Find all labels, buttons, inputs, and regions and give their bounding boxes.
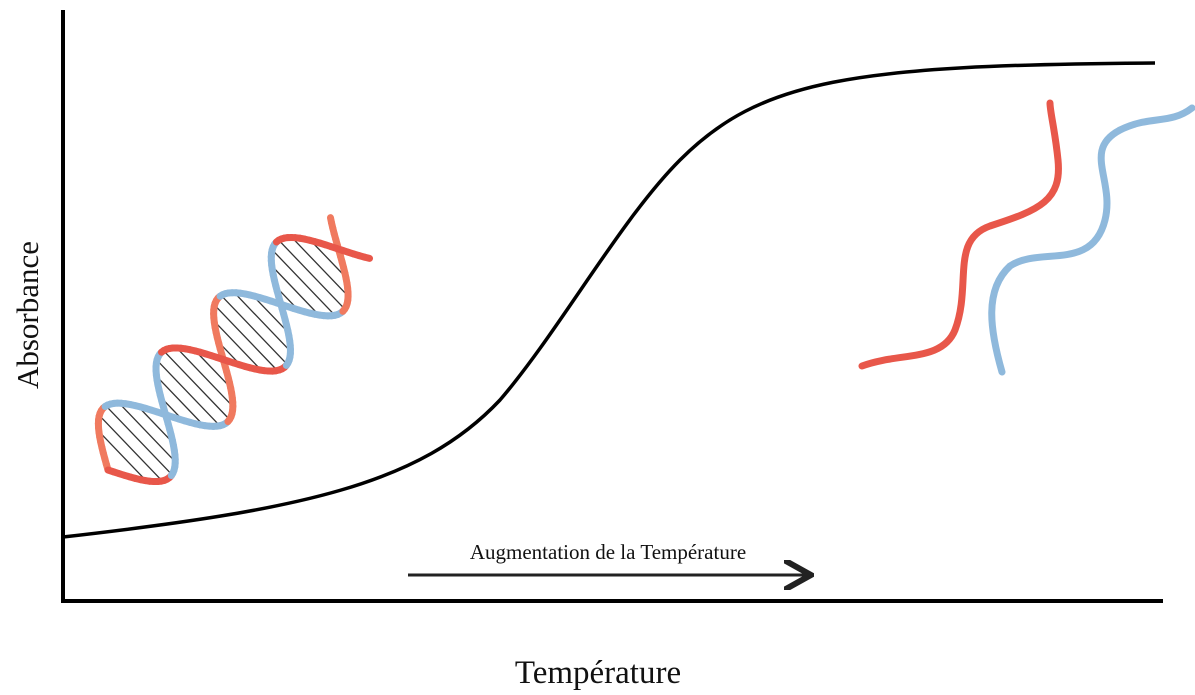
- strand-segment: [360, 253, 374, 262]
- single-strand-blue: [988, 104, 1195, 376]
- base-pair: [156, 359, 221, 427]
- base-pair: [156, 375, 205, 426]
- single-strand-red: [858, 99, 1062, 370]
- base-pair: [310, 240, 347, 278]
- base-pair: [220, 295, 288, 365]
- base-pair: [195, 350, 232, 389]
- base-pair: [233, 292, 291, 352]
- x-axis-label: Température: [515, 655, 681, 691]
- base-pair: [163, 350, 231, 420]
- base-pair: [98, 430, 147, 482]
- melting-curve: [62, 61, 1156, 539]
- base-pair: [291, 237, 349, 297]
- base-pair: [214, 304, 278, 371]
- base-pair: [118, 402, 176, 463]
- base-pair: [213, 320, 262, 371]
- double-helix-icon: [94, 214, 374, 486]
- base-pair: [105, 405, 173, 476]
- base-pair: [252, 295, 289, 333]
- strand-segment: [326, 214, 336, 227]
- base-pair: [176, 347, 234, 407]
- base-pair: [98, 414, 163, 482]
- base-pair: [278, 239, 346, 310]
- annotation: Augmentation de la Température: [470, 540, 746, 564]
- base-pair: [271, 249, 336, 316]
- base-pair: [271, 265, 320, 316]
- y-axis-label: Absorbance: [10, 241, 45, 389]
- base-pair: [137, 405, 174, 444]
